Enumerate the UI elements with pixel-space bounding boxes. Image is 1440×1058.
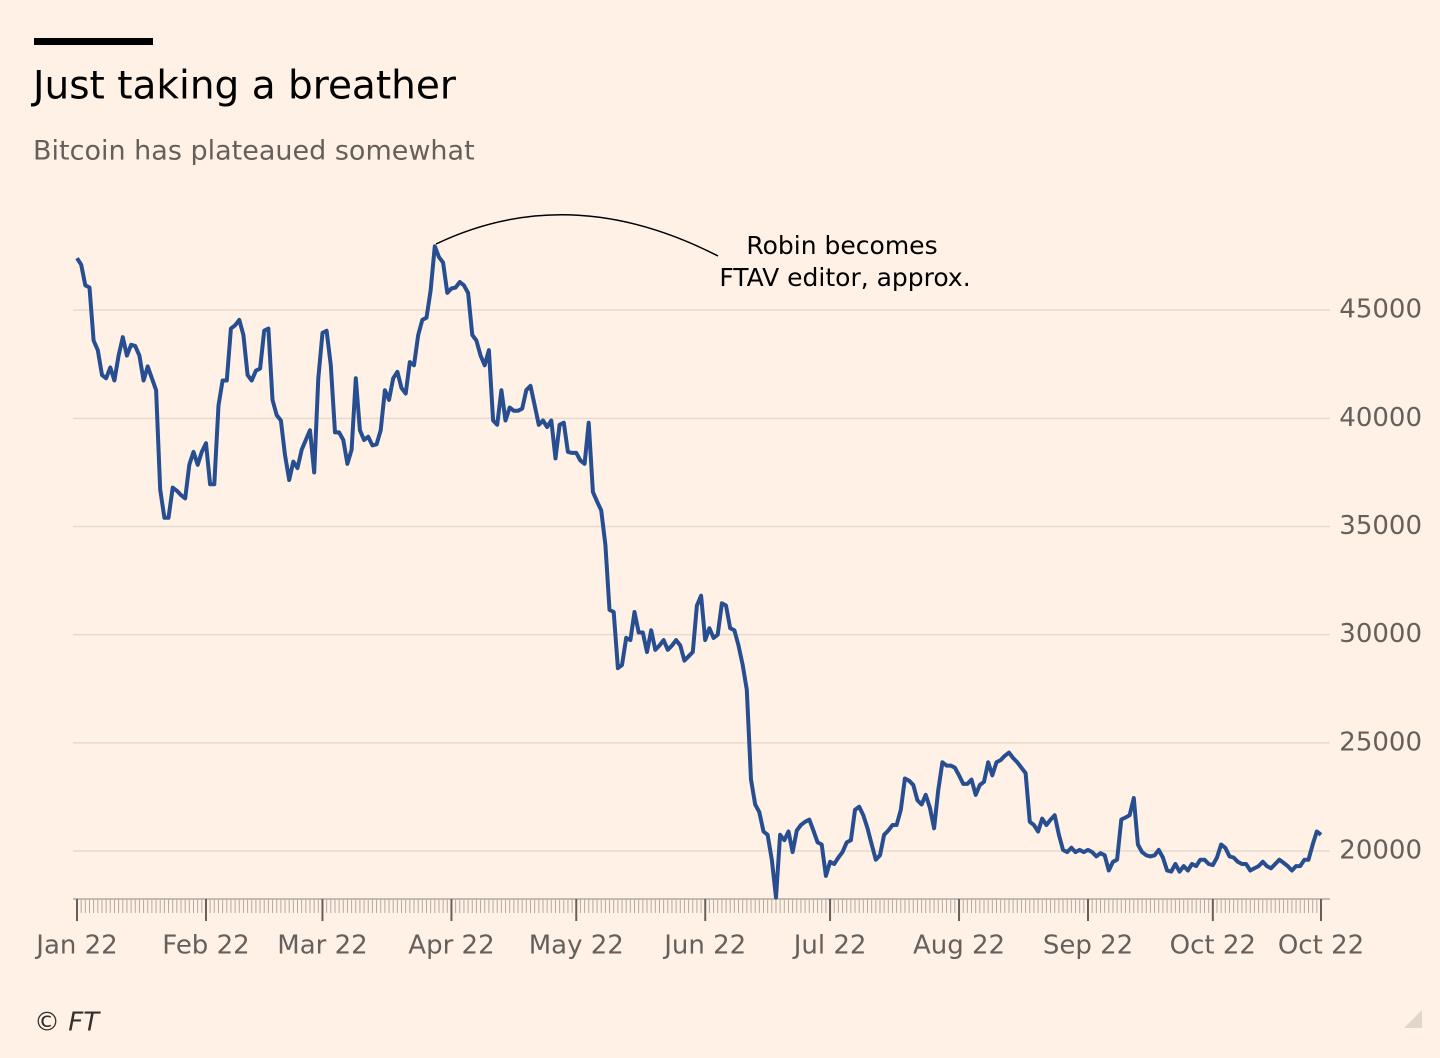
y-tick-label: 45000 [1339, 295, 1422, 325]
y-tick-label: 35000 [1339, 511, 1422, 541]
resize-handle [1404, 1010, 1422, 1028]
x-tick-label: Aug 22 [913, 931, 1005, 961]
x-tick-label: Feb 22 [162, 931, 249, 961]
y-tick-label: 20000 [1339, 836, 1422, 866]
annotation: Robin becomes [746, 231, 937, 260]
y-tick-label: 25000 [1339, 727, 1422, 757]
source: © FT [34, 1008, 101, 1038]
annotation-arc [435, 214, 719, 257]
price-line [75, 244, 1323, 900]
x-tick-label: Jun 22 [662, 931, 746, 961]
chart-subtitle: Bitcoin has plateaued somewhat [33, 136, 475, 167]
title-bar [34, 38, 153, 45]
y-tick-label: 30000 [1339, 619, 1422, 649]
annotation: FTAV editor, approx. [719, 263, 970, 292]
x-tick-label: Oct 22 [1170, 931, 1256, 961]
x-tick-label: Mar 22 [277, 931, 367, 961]
chart-title: Just taking a breather [30, 64, 457, 109]
x-tick-label: Jul 22 [792, 931, 867, 961]
y-tick-label: 40000 [1339, 403, 1422, 433]
x-tick-label: Sep 22 [1043, 931, 1133, 961]
x-tick-label: Jan 22 [34, 931, 117, 961]
x-tick-label: Apr 22 [408, 931, 494, 961]
x-tick-label: Oct 22 [1278, 931, 1364, 961]
x-tick-label: May 22 [529, 931, 624, 961]
